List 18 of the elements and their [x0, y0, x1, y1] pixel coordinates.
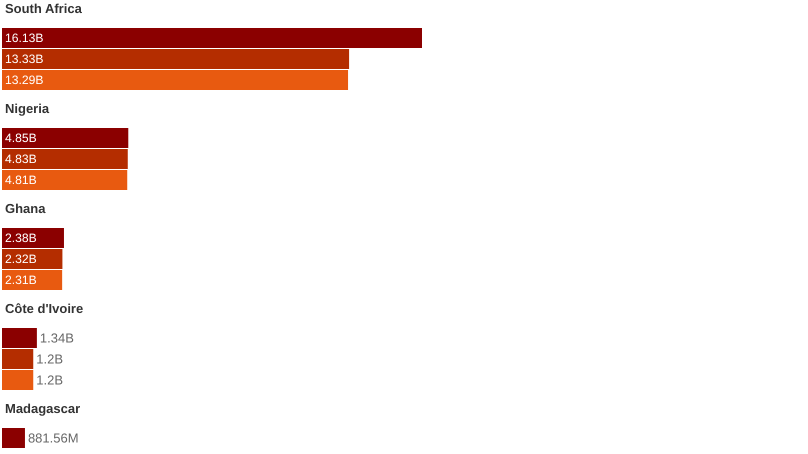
data-label: 1.2B [36, 352, 63, 366]
y-tick-label: Ghana [5, 201, 46, 216]
data-label: 1.34B [40, 330, 74, 346]
y-tick-label: Côte d'Ivoire [5, 301, 84, 316]
data-label: 16.13B [5, 31, 44, 46]
data-label: 2.38B [5, 231, 37, 246]
data-label: 4.83B [5, 152, 37, 166]
data-label: 4.85B [5, 131, 37, 146]
y-tick-label: South Africa [5, 1, 83, 16]
y-tick-label: Madagascar [5, 401, 80, 416]
y-tick-label: Nigeria [5, 101, 50, 116]
data-label: 4.81B [5, 173, 37, 188]
data-label: 2.31B [5, 273, 37, 288]
data-label: 13.29B [5, 73, 44, 88]
data-label: 2.32B [5, 252, 37, 266]
data-label: 881.56M [28, 430, 79, 446]
data-label: 13.33B [5, 52, 44, 66]
data-label: 1.2B [36, 372, 63, 388]
